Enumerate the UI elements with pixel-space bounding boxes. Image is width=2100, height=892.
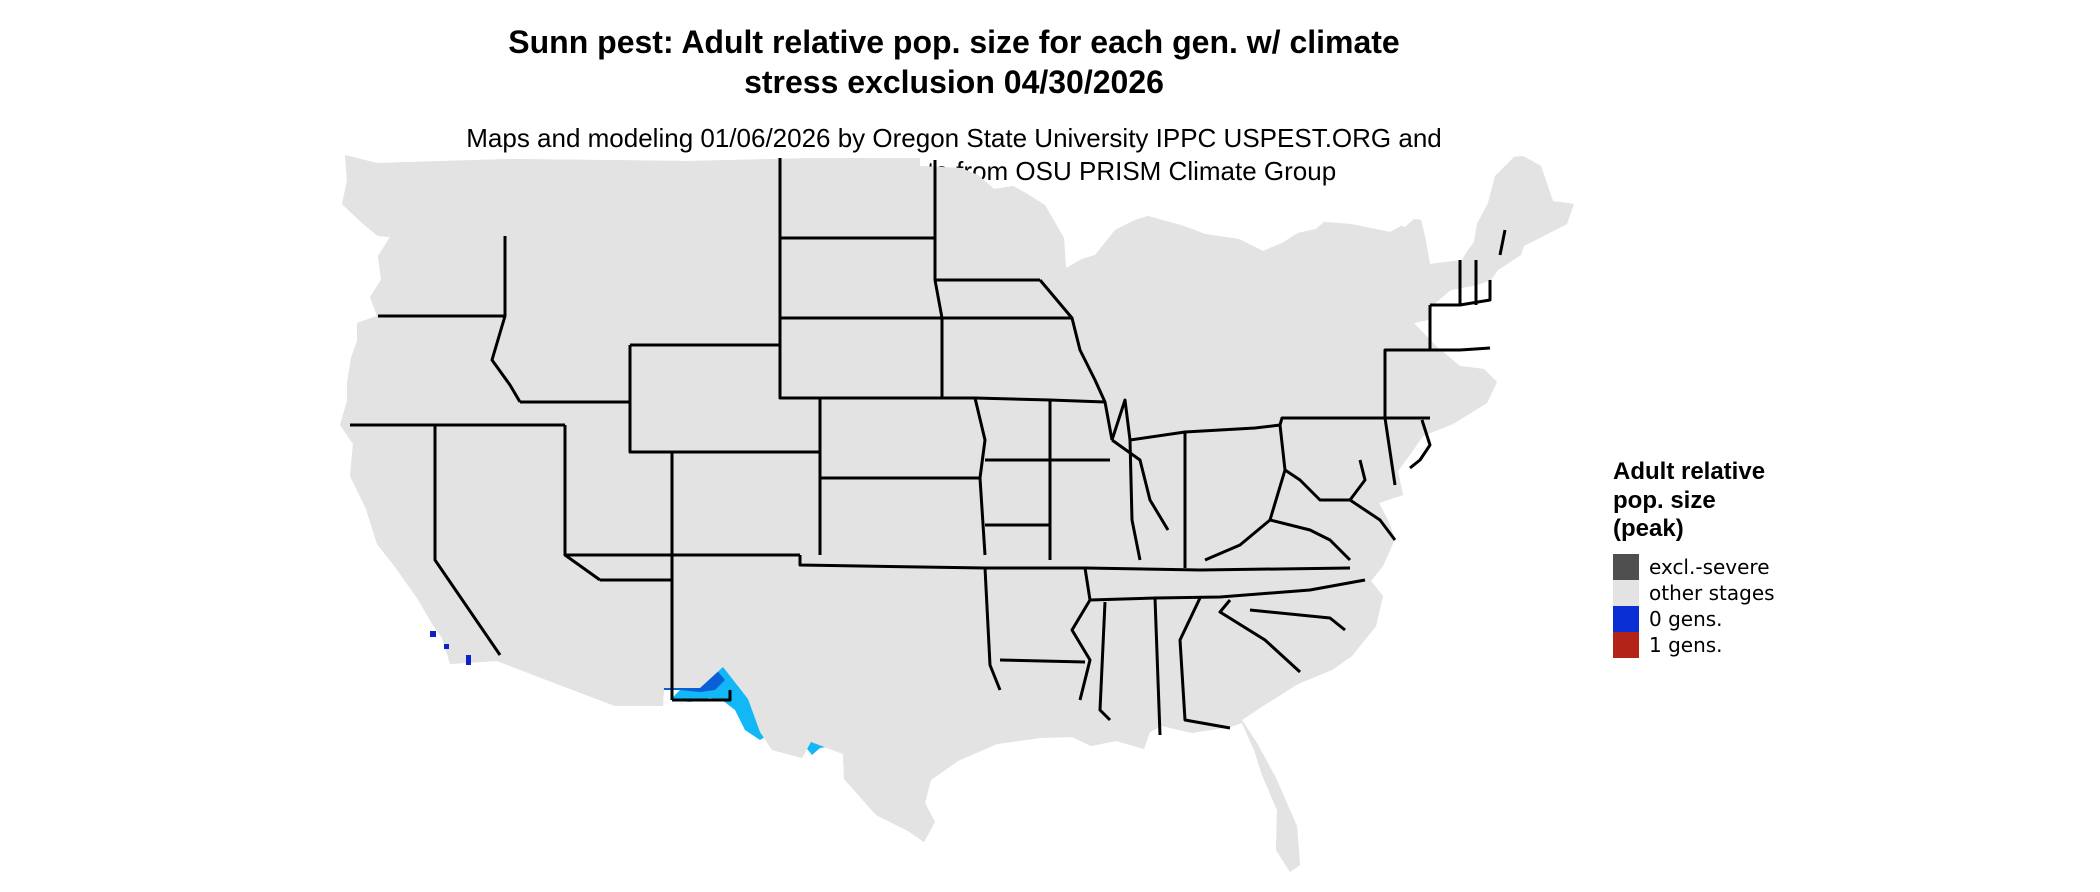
map-title-line-2: stress exclusion 04/30/2026: [744, 64, 1164, 100]
legend-swatch-1-gens: [1613, 631, 1639, 658]
legend-label-other-stages: other stages: [1649, 580, 1775, 605]
legend-item-other-stages: other stages: [1613, 579, 1913, 606]
legend-label-1-gens: 1 gens.: [1649, 632, 1723, 657]
map-title: Sunn pest: Adult relative pop. size for …: [0, 22, 1908, 102]
legend-items: excl.-severe other stages 0 gens. 1 gens…: [1613, 553, 1913, 658]
legend-item-1-gens: 1 gens.: [1613, 631, 1913, 658]
legend-swatch-0-gens: [1613, 605, 1639, 632]
map-legend: Adult relative pop. size (peak) excl.-se…: [1613, 458, 1913, 658]
legend-title-line-1: Adult relative: [1613, 458, 1766, 485]
legend-swatch-other-stages: [1613, 579, 1639, 606]
state-borders: [338, 153, 1576, 874]
legend-swatch-excl-severe: [1613, 553, 1639, 580]
legend-item-0-gens: 0 gens.: [1613, 605, 1913, 632]
coastal-islands: [430, 631, 471, 665]
legend-title-line-3: (peak): [1613, 515, 1684, 542]
map-title-line-1: Sunn pest: Adult relative pop. size for …: [508, 24, 1400, 60]
legend-title-line-2: pop. size: [1613, 486, 1716, 514]
legend-title: Adult relative pop. size (peak): [1613, 458, 1913, 544]
legend-item-excl-severe: excl.-severe: [1613, 553, 1913, 580]
legend-label-excl-severe: excl.-severe: [1649, 554, 1770, 579]
map-subtitle-line-1: Maps and modeling 01/06/2026 by Oregon S…: [466, 123, 1442, 153]
legend-label-0-gens: 0 gens.: [1649, 606, 1723, 631]
